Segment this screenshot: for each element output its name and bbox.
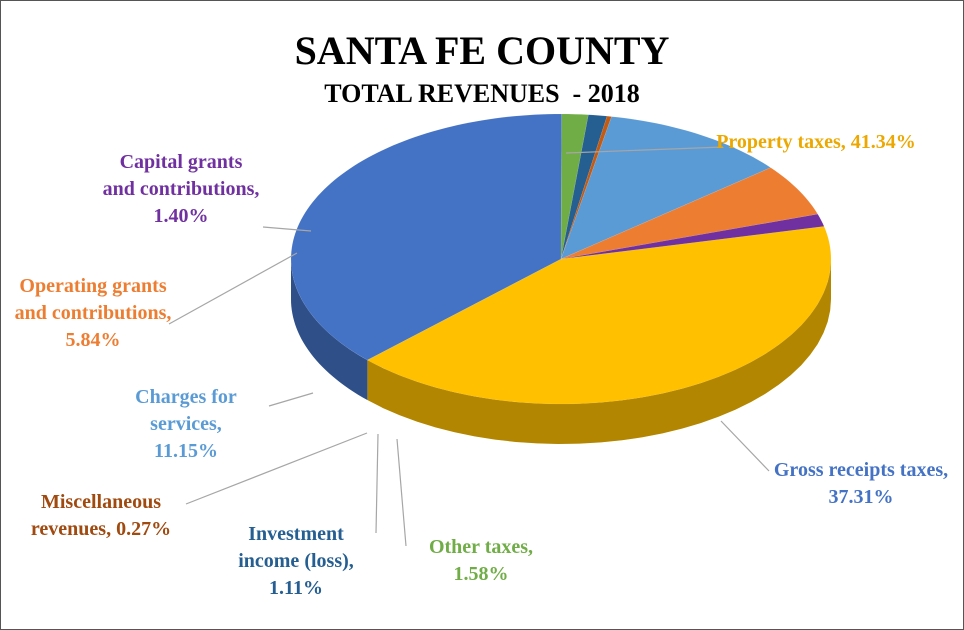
slice-side — [367, 259, 831, 444]
data-label: Property taxes, 41.34% — [716, 129, 916, 156]
slice — [366, 226, 832, 405]
data-label: Investment income (loss), 1.11% — [216, 521, 376, 602]
slice — [560, 167, 819, 260]
leader-line — [396, 438, 407, 547]
slice — [560, 114, 608, 260]
chart-subtitle: TOTAL REVENUES - 2018 — [324, 79, 640, 108]
value-label: 5.84% — [65, 329, 121, 351]
data-label: Miscellaneous revenues, 0.27% — [11, 489, 191, 543]
category-label: Charges for services, — [135, 386, 237, 435]
slice — [560, 113, 589, 260]
slice — [290, 113, 562, 361]
leader-line — [168, 252, 298, 325]
category-label: Miscellaneous revenues, — [30, 491, 161, 540]
category-label: Other taxes, — [428, 536, 534, 558]
leader-line — [262, 226, 312, 232]
slice-side — [291, 259, 368, 401]
slice — [560, 213, 825, 260]
value-label: 1.11% — [269, 577, 323, 599]
data-label: Charges for services, 11.15% — [116, 384, 256, 465]
data-label: Other taxes, 1.58% — [406, 534, 556, 588]
slice — [560, 116, 772, 260]
data-label: Gross receipts taxes, 37.31% — [766, 457, 956, 511]
data-label: Operating grants and contributions, 5.84… — [13, 273, 173, 354]
category-label: Gross receipts taxes, — [773, 459, 949, 481]
value-label: 37.31% — [828, 486, 894, 508]
slice-shade — [367, 259, 831, 444]
slice-shade — [291, 259, 368, 401]
leader-line — [565, 146, 724, 154]
category-label: Investment income (loss), — [238, 523, 354, 572]
data-label: Capital grants and contributions, 1.40% — [101, 149, 261, 230]
leader-line — [720, 420, 770, 472]
leader-line — [375, 433, 379, 534]
value-label: 41.34% — [850, 131, 916, 153]
value-label: 1.58% — [453, 563, 509, 585]
leader-line — [268, 392, 314, 407]
chart-title: SANTA FE COUNTY — [294, 28, 670, 73]
value-label: 0.27% — [116, 518, 172, 540]
category-label: Property taxes, — [716, 131, 846, 153]
value-label: 11.15% — [154, 440, 218, 462]
category-label: Operating grants and contributions, — [14, 275, 172, 324]
leader-line — [185, 432, 368, 505]
value-label: 1.40% — [153, 205, 209, 227]
category-label: Capital grants and contributions, — [102, 151, 260, 200]
